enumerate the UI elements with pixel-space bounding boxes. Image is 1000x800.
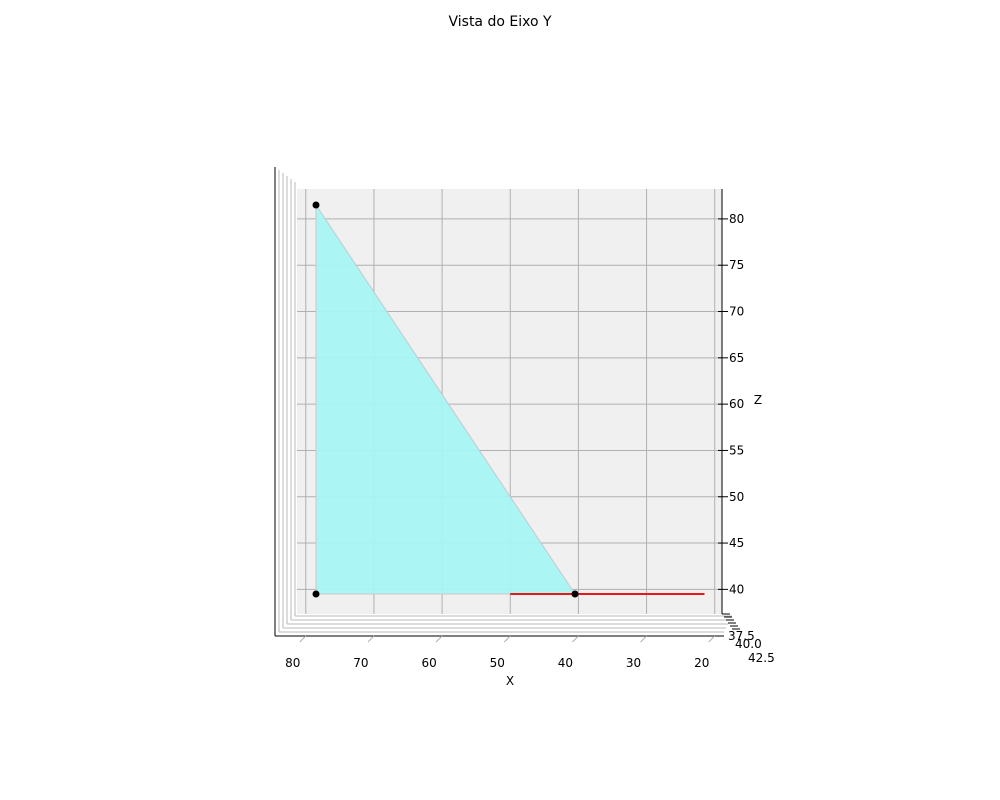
x-tick-label: 70 <box>353 656 368 670</box>
y-tick-label: 42.5 <box>748 651 775 665</box>
vertex-point <box>312 201 320 209</box>
x-tick-label: 20 <box>694 656 709 670</box>
x-tick-label: 40 <box>558 656 573 670</box>
z-tick-label: 65 <box>729 351 744 365</box>
chart-title: Vista do Eixo Y <box>448 14 551 30</box>
x-tick-label: 80 <box>285 656 300 670</box>
x-tick-mark <box>708 635 716 643</box>
x-tick-label: 50 <box>490 656 505 670</box>
x-tick-mark <box>572 635 579 643</box>
x-tick-label: 60 <box>421 656 436 670</box>
z-tick-label: 75 <box>729 258 744 272</box>
triangle-surface <box>315 203 576 595</box>
x-axis-label: X <box>506 674 514 688</box>
z-tick-label: 60 <box>729 397 744 411</box>
x-tick-mark <box>503 635 511 643</box>
z-tick-label: 70 <box>729 305 744 319</box>
x-tick-mark <box>640 635 647 643</box>
z-tick-label: 45 <box>729 536 744 550</box>
y-tick-label: 40.0 <box>735 637 762 651</box>
y-tick-label: 37.5 <box>728 629 755 643</box>
x-tick-mark <box>299 635 307 643</box>
x-tick-mark <box>435 635 443 643</box>
vertex-point <box>312 590 320 598</box>
plot-content <box>312 201 705 598</box>
z-axis-label: Z <box>754 393 762 407</box>
z-tick-label: 50 <box>729 490 744 504</box>
z-tick-label: 55 <box>729 443 744 457</box>
z-tick-label: 40 <box>729 582 744 596</box>
x-tick-mark <box>367 635 375 643</box>
vertex-point <box>571 590 579 598</box>
ticks: 80 70 60 50 40 30 20 40 45 50 55 60 65 70 75 80 37.540.0… <box>285 212 775 670</box>
z-tick-label: 80 <box>729 212 744 226</box>
x-tick-label: 30 <box>626 656 641 670</box>
